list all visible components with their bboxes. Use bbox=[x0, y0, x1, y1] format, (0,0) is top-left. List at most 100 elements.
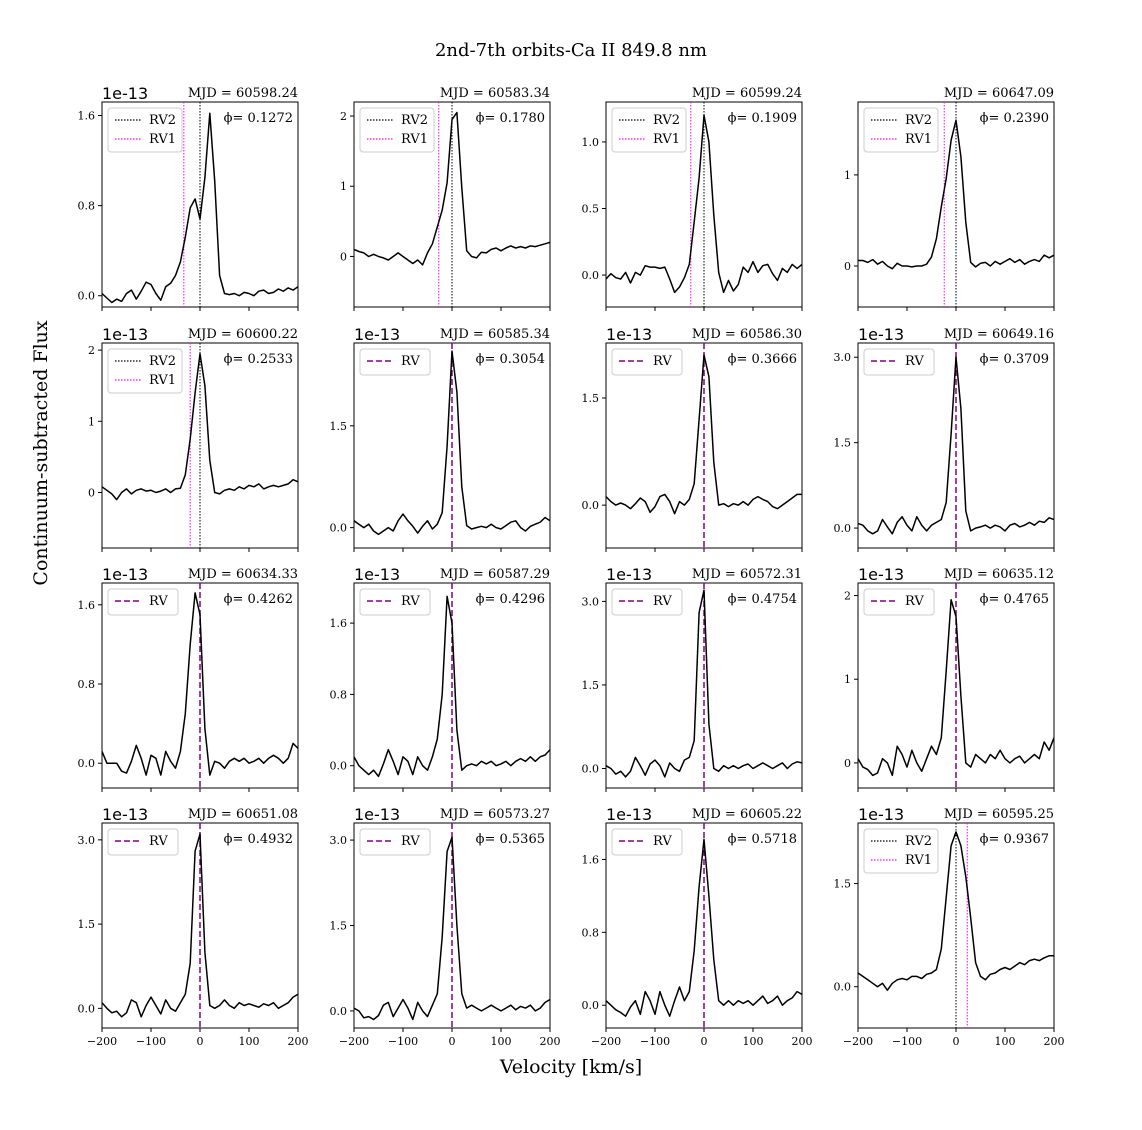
y-tick-label: 1 bbox=[340, 180, 347, 193]
legend-label: RV2 bbox=[149, 354, 176, 369]
y-tick-label: 1.5 bbox=[78, 918, 96, 931]
phase-label: ϕ= 0.4754 bbox=[728, 592, 797, 607]
scale-label: 1e-13 bbox=[606, 325, 652, 344]
flux-profile-line bbox=[354, 350, 550, 536]
flux-profile-line bbox=[858, 831, 1054, 991]
x-tick-label: 100 bbox=[491, 1035, 512, 1048]
legend-label: RV1 bbox=[905, 132, 932, 147]
y-tick-label: 1.6 bbox=[78, 110, 96, 123]
x-tick-label: −200 bbox=[339, 1035, 369, 1048]
y-tick-label: 0.8 bbox=[78, 678, 96, 691]
legend-box bbox=[611, 107, 687, 153]
y-tick-label: 0 bbox=[844, 260, 851, 273]
y-tick-label: 0.0 bbox=[834, 981, 852, 994]
x-tick-label: −200 bbox=[87, 1035, 117, 1048]
y-tick-label: 1.6 bbox=[582, 853, 600, 866]
y-tick-label: 1.6 bbox=[78, 599, 96, 612]
y-tick-label: 1.0 bbox=[582, 136, 600, 149]
y-tick-label: 1.6 bbox=[330, 617, 348, 630]
mjd-label: MJD = 60599.24 bbox=[692, 86, 802, 101]
legend-label: RV bbox=[149, 834, 168, 849]
mjd-label: MJD = 60649.16 bbox=[944, 327, 1054, 342]
x-tick-label: 100 bbox=[743, 1035, 764, 1048]
y-tick-label: 1.5 bbox=[330, 920, 348, 933]
x-axis-label: Velocity [km/s] bbox=[499, 1056, 642, 1078]
subplot-1: 0.0 0.8 1.6 1e-13 MJD = 60598.24 ϕ= 0.1272 RV2… bbox=[78, 84, 299, 311]
legend: RV bbox=[611, 588, 683, 616]
x-tick-label: 0 bbox=[197, 1035, 204, 1048]
flux-profile-line bbox=[858, 356, 1054, 535]
phase-label: ϕ= 0.5718 bbox=[728, 832, 797, 847]
legend-label: RV1 bbox=[149, 132, 176, 147]
legend-label: RV bbox=[653, 594, 672, 609]
scale-label: 1e-13 bbox=[858, 805, 904, 824]
legend: RV bbox=[863, 588, 935, 616]
scale-label: 1e-13 bbox=[354, 325, 400, 344]
legend-label: RV bbox=[653, 354, 672, 369]
phase-label: ϕ= 0.4765 bbox=[980, 592, 1049, 607]
y-tick-label: 1 bbox=[88, 415, 95, 428]
y-axis-label: Continuum-subtracted Flux bbox=[30, 320, 52, 585]
x-tick-label: −100 bbox=[388, 1035, 418, 1048]
legend: RV bbox=[107, 588, 179, 616]
x-tick-label: −100 bbox=[892, 1035, 922, 1048]
legend-box bbox=[611, 828, 683, 856]
legend-box bbox=[359, 588, 431, 616]
phase-label: ϕ= 0.1272 bbox=[224, 111, 293, 126]
legend: RV bbox=[611, 828, 683, 856]
subplot-6: 0.0 1.5 1e-13 MJD = 60585.34 ϕ= 0.3054 RV bbox=[330, 325, 551, 552]
subplot-12: 0 1 2 1e-13 MJD = 60635.12 ϕ= 0.4765 RV bbox=[844, 565, 1055, 792]
subplot-8: 0.0 1.5 3.0 1e-13 MJD = 60649.16 ϕ= 0.3709 RV bbox=[834, 325, 1055, 552]
x-tick-label: 0 bbox=[953, 1035, 960, 1048]
scale-label: 1e-13 bbox=[102, 84, 148, 103]
y-tick-label: 0.8 bbox=[330, 688, 348, 701]
legend-label: RV bbox=[653, 834, 672, 849]
legend-box bbox=[107, 588, 179, 616]
legend-label: RV2 bbox=[149, 113, 176, 128]
plot-area bbox=[858, 343, 1054, 548]
legend: RV bbox=[863, 348, 935, 376]
plot-area bbox=[858, 102, 1054, 307]
flux-profile-line bbox=[102, 592, 298, 776]
flux-profile-line bbox=[858, 119, 1054, 270]
mjd-label: MJD = 60573.27 bbox=[440, 807, 550, 822]
x-tick-label: 100 bbox=[995, 1035, 1016, 1048]
y-tick-label: 0 bbox=[340, 250, 347, 263]
flux-profile-line bbox=[102, 112, 298, 304]
mjd-label: MJD = 60635.12 bbox=[944, 567, 1054, 582]
y-tick-label: 2 bbox=[844, 590, 851, 603]
phase-label: ϕ= 0.2390 bbox=[980, 111, 1049, 126]
plot-area bbox=[858, 823, 1054, 1028]
y-tick-label: 0.0 bbox=[582, 763, 600, 776]
phase-label: ϕ= 0.3666 bbox=[728, 352, 797, 367]
x-tick-label: −100 bbox=[136, 1035, 166, 1048]
legend: RV bbox=[611, 348, 683, 376]
plot-area bbox=[354, 102, 550, 307]
x-tick-label: −200 bbox=[591, 1035, 621, 1048]
y-tick-label: 1.5 bbox=[330, 420, 348, 433]
y-tick-label: 0.8 bbox=[78, 200, 96, 213]
subplot-7: 0.0 1.5 1e-13 MJD = 60586.30 ϕ= 0.3666 RV bbox=[582, 325, 803, 552]
phase-label: ϕ= 0.3054 bbox=[476, 352, 545, 367]
mjd-label: MJD = 60583.34 bbox=[440, 86, 550, 101]
flux-profile-line bbox=[354, 595, 550, 778]
flux-profile-line bbox=[606, 114, 802, 294]
phase-label: ϕ= 0.4932 bbox=[224, 832, 293, 847]
legend-label: RV bbox=[401, 594, 420, 609]
y-tick-label: 0.0 bbox=[582, 499, 600, 512]
legend-label: RV2 bbox=[653, 113, 680, 128]
legend-label: RV2 bbox=[905, 834, 932, 849]
y-tick-label: 3.0 bbox=[834, 351, 852, 364]
plot-area bbox=[102, 343, 298, 548]
y-tick-label: 2 bbox=[340, 110, 347, 123]
subplot-10: 0.0 0.8 1.6 1e-13 MJD = 60587.29 ϕ= 0.4296 RV bbox=[330, 565, 551, 792]
legend-box bbox=[863, 588, 935, 616]
x-tick-label: 100 bbox=[239, 1035, 260, 1048]
